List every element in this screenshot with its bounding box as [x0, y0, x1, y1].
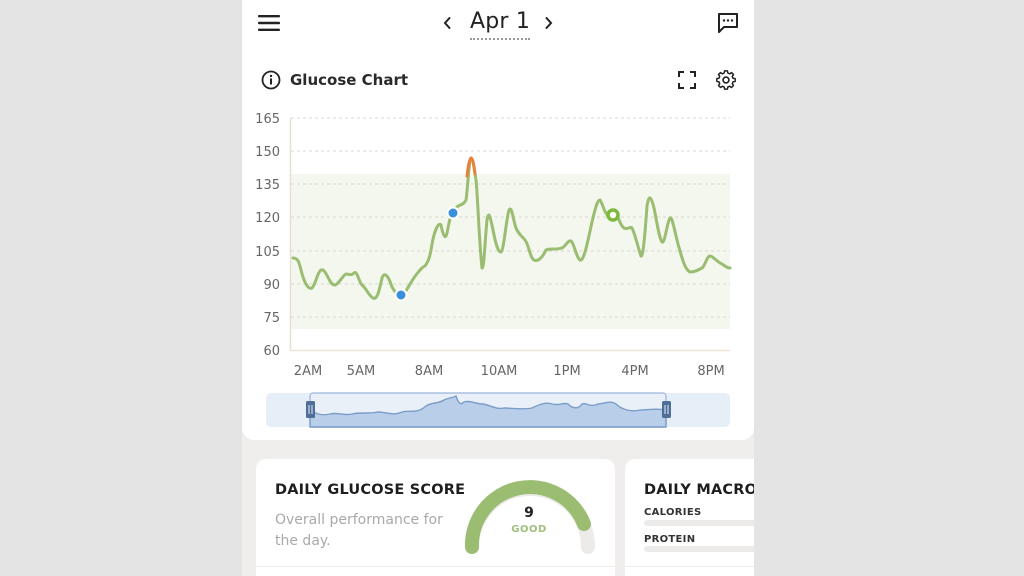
- info-icon[interactable]: [260, 69, 282, 91]
- green-ring-marker[interactable]: [606, 208, 620, 222]
- blue-marker-low[interactable]: [394, 288, 408, 302]
- svg-text:8PM: 8PM: [697, 364, 724, 379]
- svg-text:135: 135: [255, 178, 280, 193]
- app-screen: Apr 1 Glucose Chart: [242, 0, 754, 576]
- score-card-title: DAILY GLUCOSE SCORE: [275, 482, 466, 498]
- navigator-right-handle[interactable]: [662, 401, 671, 418]
- svg-text:10AM: 10AM: [481, 364, 518, 379]
- svg-text:8AM: 8AM: [415, 364, 443, 379]
- score-gauge: [464, 480, 595, 554]
- svg-text:165: 165: [255, 112, 280, 127]
- top-header: Apr 1: [242, 0, 754, 48]
- chevron-left-icon[interactable]: [438, 12, 456, 34]
- chevron-right-icon[interactable]: [540, 12, 558, 34]
- svg-text:60: 60: [263, 344, 280, 359]
- score-card-subtitle: Overall performance for the day.: [275, 512, 443, 549]
- svg-text:150: 150: [255, 145, 280, 160]
- hamburger-menu-icon[interactable]: [256, 12, 282, 34]
- protein-progress-bar: [644, 546, 754, 552]
- high-glucose-segment: [465, 156, 477, 178]
- daily-glucose-score-card[interactable]: DAILY GLUCOSE SCORE Overall performance …: [256, 459, 615, 576]
- navigator-left-handle[interactable]: [306, 401, 315, 418]
- x-tick-labels: 2AM 5AM 8AM 10AM 1PM 4PM 8PM: [294, 364, 725, 379]
- svg-text:120: 120: [255, 211, 280, 226]
- gear-icon[interactable]: [714, 68, 738, 92]
- svg-text:90: 90: [263, 278, 280, 293]
- daily-macro-card[interactable]: DAILY MACRO CALORIES PROTEIN: [625, 459, 754, 576]
- blue-marker[interactable]: [446, 206, 460, 220]
- svg-text:1PM: 1PM: [553, 364, 580, 379]
- time-range-navigator[interactable]: [266, 392, 730, 428]
- date-selector[interactable]: Apr 1: [470, 8, 531, 40]
- glucose-line-chart[interactable]: 165 150 135 120 105 90 75 60 2AM 5AM 8AM…: [242, 100, 754, 440]
- svg-text:5AM: 5AM: [347, 364, 375, 379]
- chat-bubble-icon[interactable]: [714, 10, 742, 36]
- fullscreen-icon[interactable]: [676, 69, 698, 91]
- calories-progress-bar: [644, 520, 754, 526]
- svg-text:75: 75: [263, 311, 280, 326]
- glucose-chart-card: Apr 1 Glucose Chart: [242, 0, 754, 440]
- card-divider: [256, 566, 615, 567]
- macro-card-title: DAILY MACRO: [644, 482, 754, 498]
- macro-label-protein: PROTEIN: [644, 534, 696, 545]
- grid-lines: [291, 117, 730, 318]
- macro-label-calories: CALORIES: [644, 507, 702, 518]
- y-tick-labels: 165 150 135 120 105 90 75 60: [255, 112, 280, 359]
- glucose-line: [291, 156, 732, 300]
- svg-text:4PM: 4PM: [621, 364, 648, 379]
- svg-text:2AM: 2AM: [294, 364, 322, 379]
- chart-title: Glucose Chart: [290, 71, 409, 89]
- svg-text:105: 105: [255, 245, 280, 260]
- score-rating: GOOD: [511, 524, 547, 535]
- card-divider: [625, 566, 754, 567]
- score-value: 9: [524, 505, 534, 521]
